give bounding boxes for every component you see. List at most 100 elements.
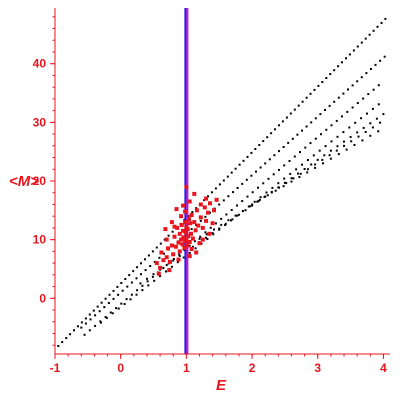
data-point <box>61 341 64 344</box>
data-point <box>92 309 95 312</box>
reference-line <box>184 8 189 354</box>
highlight-point <box>204 218 209 223</box>
data-point <box>112 297 115 300</box>
data-point <box>230 209 233 211</box>
data-point <box>170 265 173 268</box>
data-point <box>115 307 118 310</box>
highlight-point <box>185 243 189 248</box>
data-point <box>342 131 345 134</box>
data-point <box>375 117 378 120</box>
data-point <box>151 275 154 278</box>
data-point <box>365 72 368 75</box>
data-point <box>264 162 267 165</box>
data-point <box>136 289 139 292</box>
data-point <box>171 230 174 233</box>
data-point <box>257 186 259 189</box>
data-point <box>149 265 152 267</box>
data-point <box>336 145 339 148</box>
data-point <box>314 137 317 140</box>
data-point <box>153 279 156 282</box>
data-point <box>330 124 333 127</box>
y-tick-label: 0 <box>39 291 46 305</box>
data-point <box>147 284 150 287</box>
data-point <box>245 178 248 181</box>
highlight-point <box>183 230 188 235</box>
data-point <box>303 168 306 170</box>
data-point <box>283 177 286 180</box>
x-tick-label: 0 <box>117 361 124 375</box>
data-point <box>99 320 102 323</box>
data-point <box>379 121 382 124</box>
data-point <box>301 163 303 166</box>
highlight-point <box>179 223 184 227</box>
data-point <box>247 205 250 208</box>
data-point <box>309 142 312 145</box>
data-point <box>227 219 230 222</box>
data-point <box>253 200 256 203</box>
highlight-point <box>202 205 207 210</box>
y-tick-label: 20 <box>33 174 47 188</box>
data-point <box>343 140 345 143</box>
highlight-point <box>176 257 181 262</box>
highlight-point <box>187 240 192 244</box>
data-point <box>345 57 347 60</box>
data-point <box>306 171 309 174</box>
highlight-point <box>158 265 163 270</box>
x-tick-label: 4 <box>380 361 387 375</box>
highlight-point <box>188 221 193 226</box>
data-point <box>372 88 375 91</box>
highlight-point <box>184 184 189 189</box>
highlight-point <box>212 208 216 213</box>
x-axis-title: E <box>216 377 227 394</box>
highlight-point <box>196 223 201 228</box>
data-point <box>377 130 380 133</box>
data-point <box>336 135 339 138</box>
data-point <box>333 100 336 103</box>
data-point <box>144 258 146 261</box>
data-point <box>256 200 259 203</box>
highlight-point <box>163 227 168 232</box>
highlight-point <box>176 240 181 245</box>
data-point <box>136 266 139 269</box>
data-point <box>124 278 127 280</box>
data-point <box>146 277 148 280</box>
data-point <box>182 256 185 259</box>
highlight-point <box>161 258 166 263</box>
data-point <box>167 234 170 237</box>
highlight-point <box>206 210 210 215</box>
data-point <box>299 151 301 154</box>
highlight-point <box>183 220 188 225</box>
data-point <box>83 333 86 336</box>
data-point <box>135 277 138 280</box>
data-point <box>383 55 386 58</box>
data-point <box>232 191 234 194</box>
highlight-point <box>186 234 191 239</box>
data-point <box>291 137 294 140</box>
data-point <box>178 253 181 256</box>
data-point <box>377 103 380 106</box>
data-point <box>351 84 354 87</box>
data-point <box>321 158 324 161</box>
data-point <box>374 63 377 66</box>
data-point <box>330 140 333 143</box>
data-point <box>205 236 208 239</box>
data-point <box>121 289 124 292</box>
data-point <box>282 185 285 188</box>
data-point <box>163 252 165 255</box>
data-point <box>176 261 179 264</box>
data-point <box>364 131 367 133</box>
highlight-point <box>187 254 192 259</box>
data-point <box>104 297 107 300</box>
data-point <box>367 93 370 96</box>
data-point <box>298 176 301 178</box>
data-point <box>155 246 158 249</box>
data-point <box>108 293 111 296</box>
highlight-point <box>210 221 215 226</box>
data-point <box>129 298 132 301</box>
data-point <box>88 313 91 316</box>
data-point <box>329 149 332 152</box>
highlight-point <box>169 220 174 225</box>
data-point <box>234 167 237 170</box>
data-point <box>282 146 285 148</box>
